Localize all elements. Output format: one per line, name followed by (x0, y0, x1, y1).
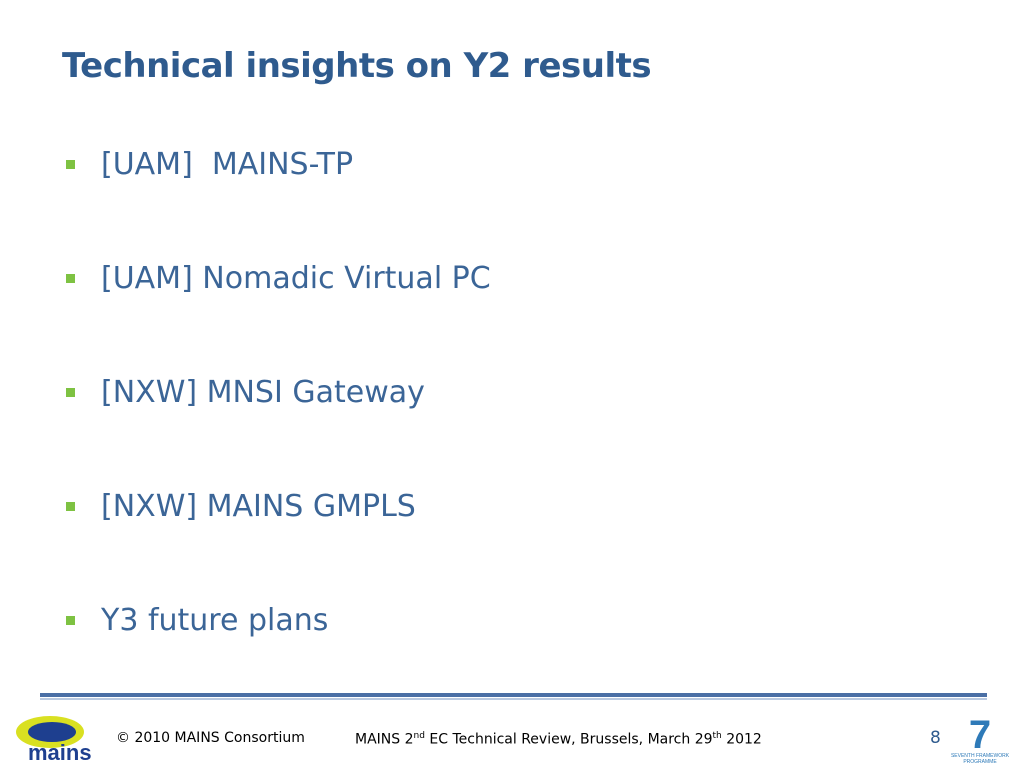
bullet-text: [NXW] MNSI Gateway (101, 374, 425, 410)
bullet-item: [UAM] MAINS-TP (66, 144, 353, 184)
event-sup: th (712, 731, 722, 741)
bullet-marker (66, 387, 75, 397)
bullet-text: [UAM] Nomadic Virtual PC (101, 260, 491, 296)
fp7-logo: 7 SEVENTH FRAMEWORK PROGRAMME (951, 713, 1010, 765)
event-info: MAINS 2nd EC Technical Review, Brussels,… (355, 731, 762, 748)
bullet-item: [NXW] MNSI Gateway (66, 372, 425, 412)
bullet-item: [NXW] MAINS GMPLS (66, 486, 416, 526)
event-part: 2012 (721, 731, 762, 748)
logo-core (28, 722, 76, 742)
mains-logo: mains (16, 716, 92, 764)
footer-rule (40, 693, 987, 697)
bullet-item: Y3 future plans (66, 600, 328, 640)
bullet-text: [NXW] MAINS GMPLS (101, 488, 416, 524)
event-part: EC Technical Review, Brussels, March 29 (424, 731, 713, 748)
event-sup: nd (413, 731, 425, 741)
fp7-text: PROGRAMME (963, 759, 997, 765)
footer-rule-light (40, 698, 987, 700)
event-part: MAINS 2 (355, 731, 414, 748)
bullet-marker (66, 501, 75, 511)
bullet-marker (66, 159, 75, 169)
logo-text: mains (28, 740, 92, 764)
copyright: © 2010 MAINS Consortium (116, 730, 305, 746)
bullet-marker (66, 615, 75, 625)
fp7-mark: 7 (969, 713, 991, 757)
bullet-text: Y3 future plans (101, 602, 329, 638)
bullet-marker (66, 273, 75, 283)
bullet-text: [UAM] MAINS-TP (101, 146, 354, 182)
slide-title: Technical insights on Y2 results (62, 46, 652, 86)
page-number: 8 (930, 728, 941, 748)
fp7-text: SEVENTH FRAMEWORK (951, 753, 1010, 759)
bullet-item: [UAM] Nomadic Virtual PC (66, 258, 491, 298)
